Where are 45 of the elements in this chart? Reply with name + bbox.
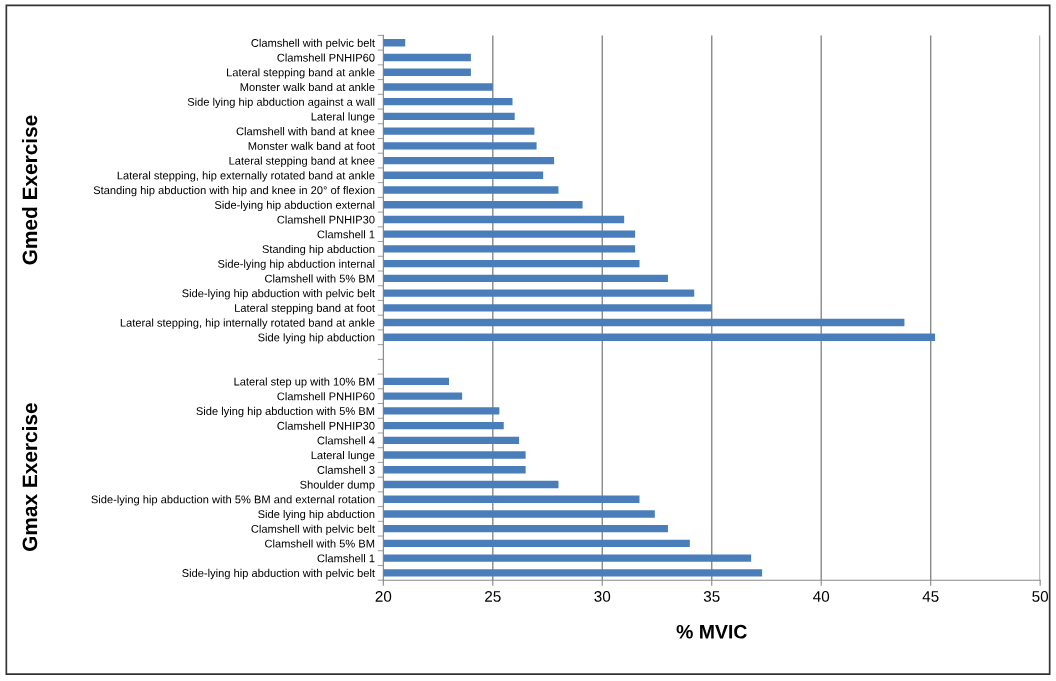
y-tick-label: Lateral stepping band at foot: [235, 303, 375, 315]
y-tick-label: Clamshell PNHIP60: [277, 392, 375, 401]
y-tick-label: Side-lying hip abduction with pelvic belt: [182, 568, 375, 580]
text: Gmed Exercise: [21, 115, 38, 265]
y-tick-label: Clamshell with 5% BM: [265, 539, 375, 548]
y-tick-label: Lateral stepping band at knee: [229, 156, 375, 167]
x-tick-label: 40: [813, 591, 830, 602]
y-tick-label: Side lying hip abduction against a wall: [187, 97, 375, 108]
x-tick-label: 50: [1032, 591, 1049, 602]
x-tick-label: 20: [375, 591, 392, 602]
y-tick-label: Clamshell 4: [317, 436, 375, 445]
y-tick-label: Clamshell PNHIP30: [277, 421, 375, 430]
y-tick-label: Lateral step up with 10% BM: [234, 377, 375, 388]
x-tick-label: 25: [485, 591, 501, 602]
y-tick-label: Side-lying hip abduction external: [214, 200, 375, 212]
y-tick-label: Lateral stepping band at ankle: [227, 68, 375, 79]
y-tick-label: Lateral lunge: [311, 451, 375, 462]
x-tick-label: 35: [703, 591, 720, 602]
y-tick-label: Clamshell with pelvic belt: [251, 524, 375, 536]
y-tick-label: Clamshell with band at knee: [236, 127, 375, 136]
text: Gmax Exercise: [21, 403, 38, 551]
y-tick-label: Side lying hip abduction with 5% BM: [196, 406, 375, 418]
y-tick-label: Clamshell 1: [317, 230, 375, 239]
y-tick-label: Side lying hip abduction: [258, 333, 375, 344]
y-tick-label: Monster walk band at ankle: [240, 82, 375, 92]
y-tick-label: Clamshell 1: [317, 554, 375, 563]
y-tick-label: Side-lying hip abduction with pelvic belt: [182, 289, 375, 300]
y-tick-label: Side-lying hip abduction with 5% BM and external rotation: [91, 495, 375, 506]
y-tick-label: Clamshell PNHIP60: [277, 53, 375, 62]
y-tick-label: Standing hip abduction with hip and knee in 20° of flexion: [93, 185, 375, 197]
y-tick-label: Lateral stepping, hip externally rotated band at ankle: [117, 171, 375, 182]
y-tick-label: Lateral lunge: [311, 112, 375, 123]
y-tick-label: Side-lying hip abduction internal: [218, 259, 375, 270]
y-tick-label: Clamshell 3: [317, 465, 375, 474]
y-tick-label: Side lying hip abduction: [258, 509, 375, 521]
y-tick-label: Lateral stepping, hip internally rotated band at ankle: [120, 318, 375, 329]
x-axis-title: % MVIC: [676, 624, 747, 639]
y-tick-label: Clamshell PNHIP30: [277, 215, 375, 224]
x-tick-label: 45: [922, 591, 939, 602]
x-tick-label: 30: [594, 591, 611, 602]
y-tick-label: Clamshell with 5% BM: [265, 274, 375, 283]
y-tick-label: Standing hip abduction: [262, 244, 375, 256]
y-tick-label: Clamshell with pelvic belt: [251, 38, 375, 50]
y-tick-label: Monster walk band at foot: [248, 141, 375, 150]
y-tick-label: Shoulder dump: [300, 480, 375, 491]
